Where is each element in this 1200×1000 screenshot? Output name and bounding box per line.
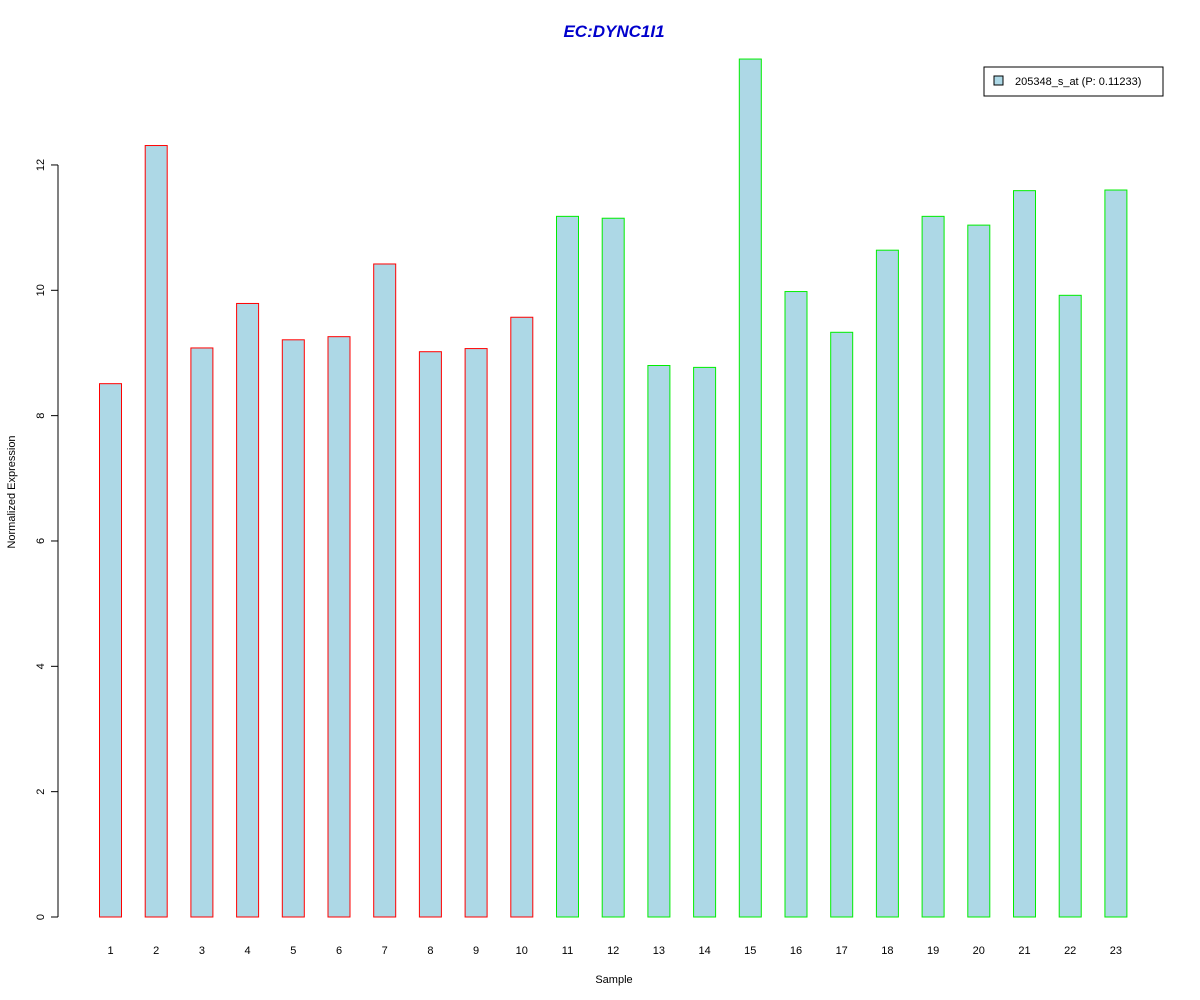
- x-tick-label: 7: [382, 945, 388, 957]
- y-axis-ticks: 0 2 4 6 8 10 12: [35, 159, 58, 920]
- bar-sample-15: [738, 58, 762, 918]
- x-tick-label: 17: [836, 945, 848, 957]
- x-tick-label: 5: [290, 945, 296, 957]
- y-tick-label: 8: [35, 413, 47, 419]
- x-tick-label: 21: [1018, 945, 1030, 957]
- y-tick-label: 6: [35, 538, 47, 544]
- x-tick-label: 18: [881, 945, 893, 957]
- y-tick-label: 10: [35, 284, 47, 296]
- x-tick-label: 22: [1064, 945, 1076, 957]
- y-axis-label: Normalized Expression: [6, 435, 18, 548]
- bar-sample-13: [647, 365, 671, 918]
- legend: 205348_s_at (P: 0.11233): [983, 66, 1164, 97]
- bar-sample-14: [693, 366, 717, 918]
- x-tick-label: 12: [607, 945, 619, 957]
- bar-sample-7: [373, 263, 397, 918]
- bar-sample-21: [1013, 190, 1036, 918]
- x-tick-label: 23: [1110, 945, 1122, 957]
- x-tick-label: 20: [973, 945, 985, 957]
- bar-sample-4: [236, 302, 260, 918]
- legend-swatch: [993, 75, 1004, 86]
- x-tick-label: 3: [199, 945, 205, 957]
- x-tick-label: 8: [427, 945, 433, 957]
- bar-sample-2: [144, 145, 168, 918]
- x-tick-label: 16: [790, 945, 802, 957]
- legend-label: 205348_s_at (P: 0.11233): [1015, 76, 1141, 88]
- x-tick-label: 13: [653, 945, 665, 957]
- bar-sample-12: [601, 217, 625, 918]
- bars-group: [99, 58, 1128, 918]
- x-tick-label: 15: [744, 945, 756, 957]
- x-axis-label: Sample: [595, 974, 632, 986]
- x-tick-label: 4: [245, 945, 251, 957]
- x-tick-label: 19: [927, 945, 939, 957]
- bar-sample-10: [510, 316, 534, 918]
- x-tick-label: 6: [336, 945, 342, 957]
- bar-sample-18: [875, 249, 899, 918]
- legend-box: [983, 66, 1164, 97]
- bar-sample-6: [327, 336, 351, 918]
- bar-sample-22: [1058, 294, 1082, 918]
- y-tick-label: 12: [35, 159, 47, 171]
- x-tick-label: 9: [473, 945, 479, 957]
- bar-sample-3: [190, 347, 214, 918]
- bar-sample-17: [830, 331, 854, 918]
- x-tick-labels: 1 2 3 4 5 6 7 8 9 10 11 12 13 14 15 16 17 18 19 20 21 22 23: [107, 945, 1122, 957]
- x-tick-label: 2: [153, 945, 159, 957]
- bar-sample-8: [418, 351, 442, 918]
- bar-sample-9: [464, 348, 488, 918]
- y-tick-label: 4: [35, 663, 47, 669]
- bar-sample-16: [784, 291, 808, 918]
- x-tick-label: 14: [698, 945, 710, 957]
- x-tick-label: 11: [562, 945, 573, 957]
- bar-sample-5: [281, 339, 305, 918]
- y-tick-label: 0: [35, 914, 47, 920]
- bar-sample-11: [556, 215, 579, 918]
- x-tick-label: 1: [107, 945, 113, 957]
- bar-sample-1: [99, 383, 122, 918]
- y-tick-label: 2: [35, 789, 47, 795]
- bar-sample-20: [967, 224, 991, 918]
- x-tick-label: 10: [516, 945, 528, 957]
- bar-sample-19: [921, 215, 945, 918]
- bar-sample-23: [1104, 189, 1128, 918]
- chart-title: EC:DYNC1I1: [563, 22, 664, 41]
